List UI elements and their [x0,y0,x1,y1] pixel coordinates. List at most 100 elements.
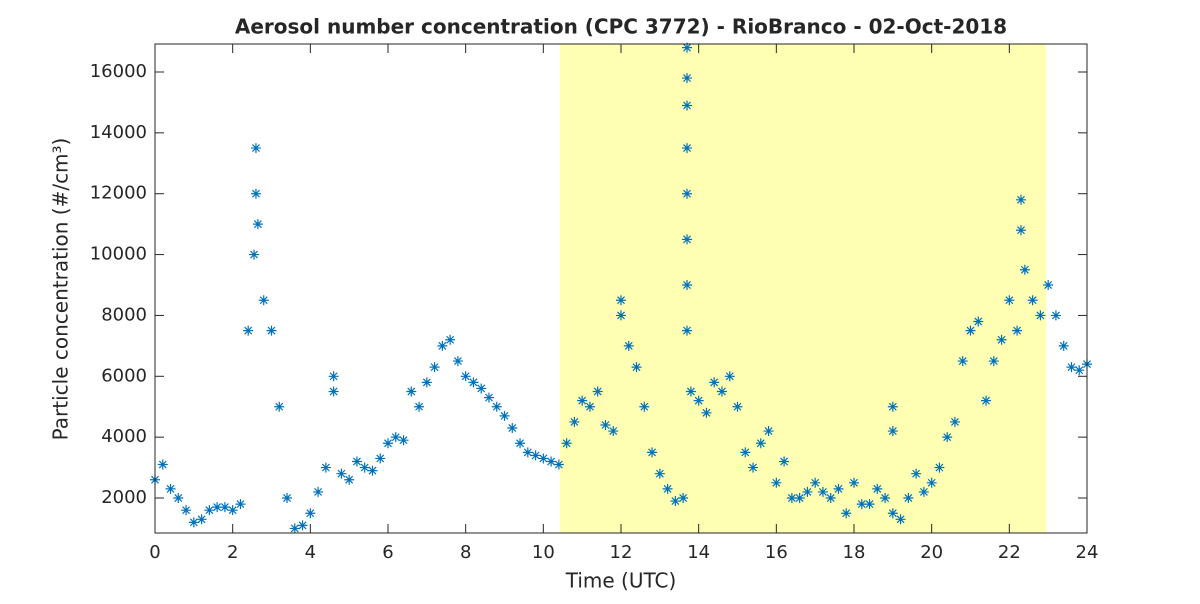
data-point [957,356,968,367]
data-point [289,523,300,534]
data-point [1015,194,1026,205]
data-point [678,493,689,504]
x-axis-label: Time (UTC) [565,569,677,593]
data-point [577,395,588,406]
x-tick-label: 16 [765,542,788,563]
data-point [802,486,813,497]
data-point [724,371,735,382]
data-point [258,295,269,306]
data-point [1012,325,1023,336]
data-point [825,493,836,504]
data-point [250,188,261,199]
data-point [682,100,693,111]
data-point [421,377,432,388]
data-point [491,401,502,412]
data-point [1074,365,1085,376]
data-point [249,249,260,260]
data-point [274,401,285,412]
x-tick-label: 0 [149,542,160,563]
data-point [682,143,693,154]
data-point [600,419,611,430]
data-point [817,486,828,497]
data-point [460,371,471,382]
data-point [1015,225,1026,236]
data-point [188,517,199,528]
data-point [763,426,774,437]
x-tick-label: 4 [305,542,316,563]
data-point [716,386,727,397]
data-point [212,502,223,513]
data-point [748,462,759,473]
data-point [709,377,720,388]
data-point [1050,310,1061,321]
data-point [266,325,277,336]
data-point [437,340,448,351]
y-tick-label: 14000 [90,122,147,143]
data-point [887,401,898,412]
data-point [755,438,766,449]
data-point [616,295,626,306]
data-point [740,447,751,458]
data-point [204,505,215,516]
data-point [771,477,782,488]
plot-area [150,42,1092,534]
data-point [181,505,192,516]
y-tick-label: 8000 [101,304,147,325]
data-point [584,401,595,412]
data-point [682,280,693,291]
y-tick-label: 16000 [90,61,147,82]
data-point [313,486,324,497]
data-point [398,435,409,446]
y-tick-label: 10000 [90,244,147,265]
data-point [530,450,541,461]
data-point [856,499,867,510]
data-point [903,493,914,504]
data-point [701,407,712,418]
data-point [328,371,339,382]
data-point [499,410,510,421]
data-point [682,234,693,245]
data-point [406,386,417,397]
data-point [297,520,308,531]
x-tick-label: 14 [687,542,710,563]
data-point [682,42,693,53]
data-point [647,447,658,458]
data-point [250,143,261,154]
data-point [1058,340,1069,351]
data-point [608,426,619,437]
data-point [553,459,564,470]
data-point [988,356,999,367]
data-point [157,459,168,470]
x-tick-label: 6 [382,542,393,563]
data-point [926,477,937,488]
data-point [196,514,207,525]
data-point [375,453,386,464]
data-point [616,310,626,321]
data-point [522,447,533,458]
data-point [546,456,557,467]
x-tick-label: 10 [532,542,555,563]
shaded-region [560,44,1047,533]
data-point [810,477,821,488]
data-point [1019,264,1030,275]
data-point [973,316,984,327]
data-point [344,474,355,485]
data-point [468,377,479,388]
data-point [981,395,992,406]
data-point [682,73,693,84]
y-tick-label: 12000 [90,183,147,204]
data-point [515,438,526,449]
data-point [367,465,378,476]
data-point [507,423,518,434]
data-point [243,325,254,336]
data-point [996,334,1007,345]
data-point [561,438,572,449]
data-point [942,432,953,443]
data-point [383,438,393,449]
x-tick-label: 12 [610,542,633,563]
data-point [864,499,875,510]
data-point [320,462,331,473]
data-point [452,356,463,367]
y-tick-label: 6000 [101,365,147,386]
